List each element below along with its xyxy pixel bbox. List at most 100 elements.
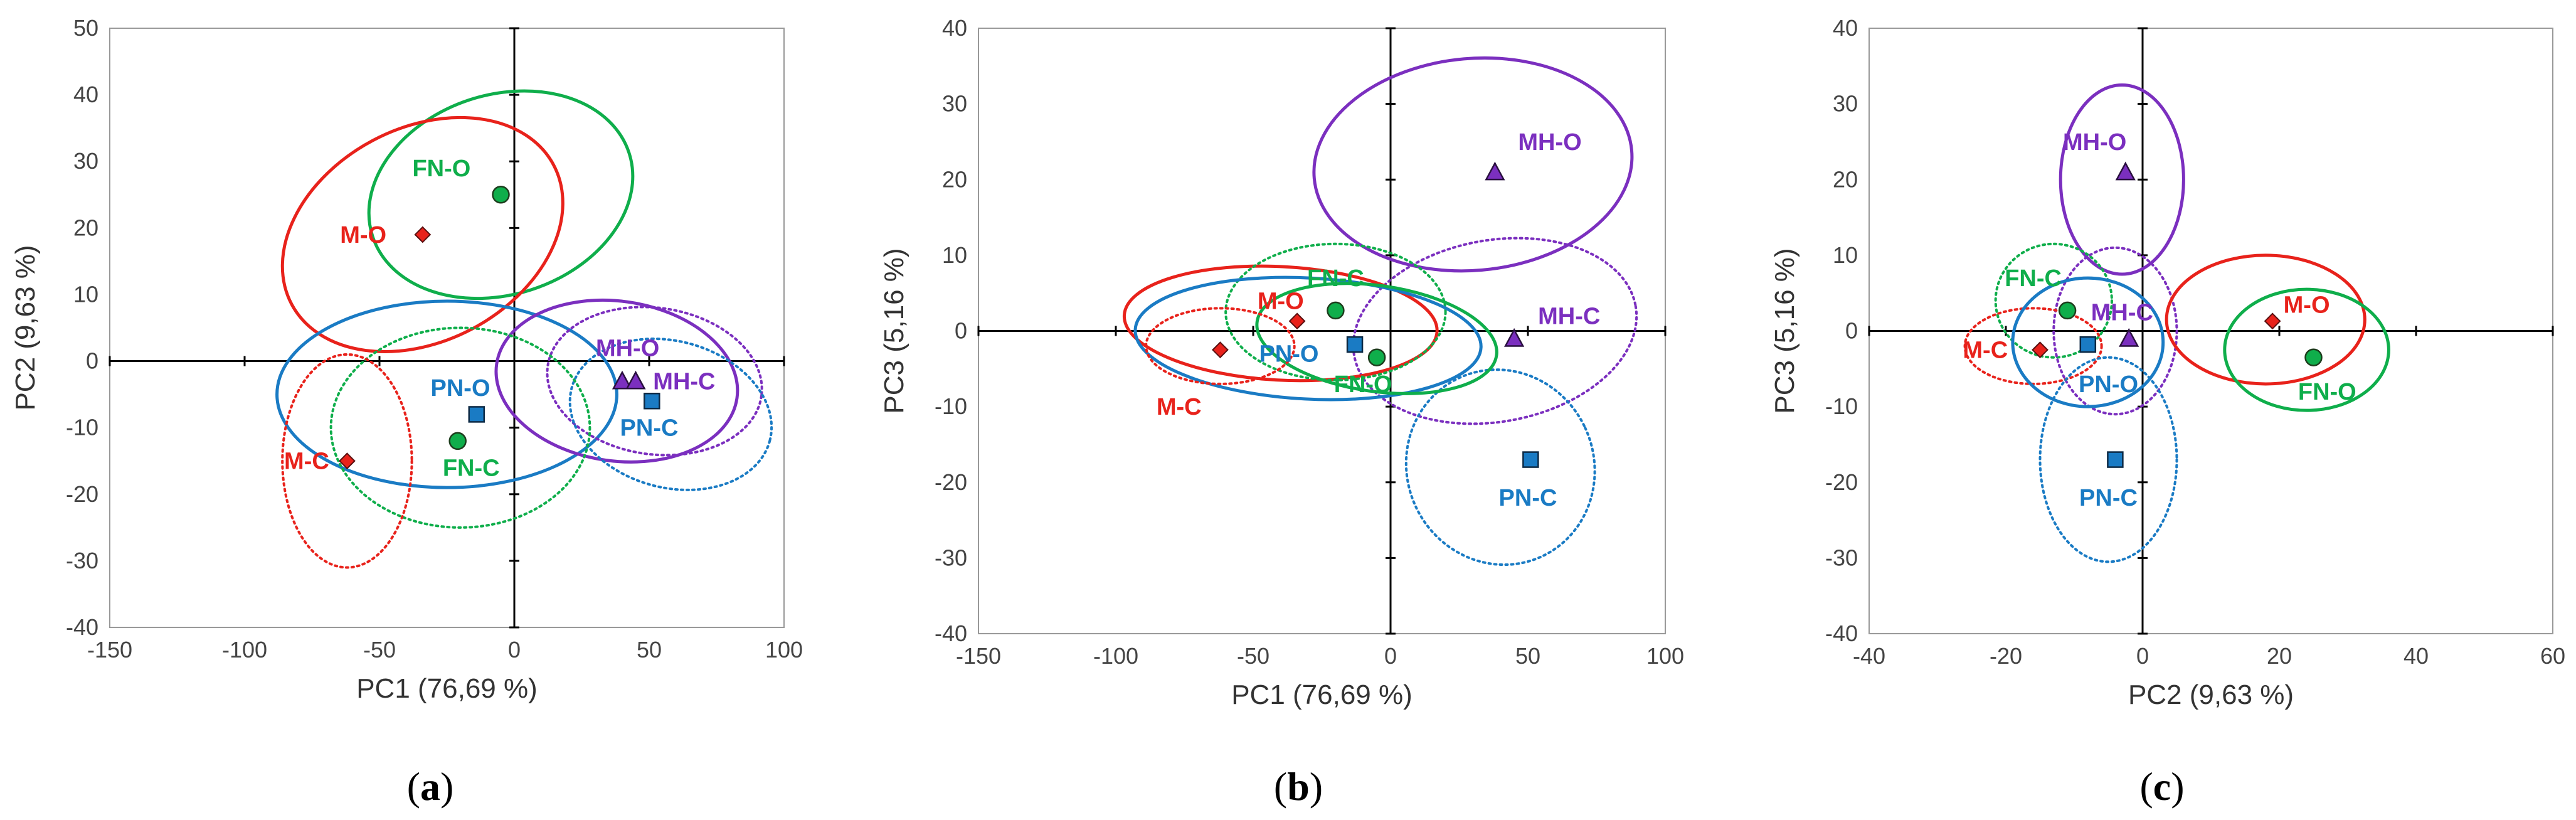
point-label-m-o: M-O <box>1258 288 1304 314</box>
data-point-fn-c <box>448 432 467 450</box>
chart-panel-b: -150 -100 -50 0 50 100-40-30-20-10010203040PC… <box>879 15 1684 710</box>
point-label-mh-o: MH-O <box>1518 129 1581 156</box>
x-tick-label: -50 <box>1237 643 1269 669</box>
data-point-fn-o <box>2304 348 2323 366</box>
confidence-ellipse-m-dotted <box>1145 307 1296 385</box>
confidence-ellipse-mh-dotted <box>546 306 763 457</box>
point-label-pn-o: PN-O <box>431 375 490 402</box>
y-tick-label: 10 <box>942 242 967 268</box>
data-point-mh-o <box>2115 161 2136 181</box>
point-label-mh-c: MH-C <box>653 368 715 395</box>
confidence-ellipse-pn-solid <box>1133 275 1483 402</box>
y-tick-label: 30 <box>73 148 98 174</box>
y-tick-label: -20 <box>935 469 967 495</box>
point-label-mh-o: MH-O <box>2063 129 2126 156</box>
y-tick-label: -30 <box>1825 545 1858 570</box>
point-label-fn-c: FN-C <box>2005 265 2062 292</box>
panel-label-a: (a) <box>407 764 454 809</box>
data-point-fn-o <box>1367 348 1386 366</box>
data-point-fn-c <box>2058 301 2077 320</box>
confidence-ellipse-fn-solid <box>2223 287 2390 412</box>
point-label-pn-c: PN-C <box>1499 485 1557 511</box>
confidence-ellipse-m-solid <box>2165 253 2367 386</box>
x-tick-label: 100 <box>1646 643 1684 669</box>
y-tick-label: 20 <box>73 215 98 240</box>
point-label-mh-o: MH-O <box>596 335 659 361</box>
data-point-pn-c <box>1522 451 1539 468</box>
chart-panel-c: -40 -20 0 20 40 60 -40 -30 -20 -10 0 10 20 30 40 PC2 (9… <box>1769 15 2565 710</box>
y-tick-label: -20 <box>1825 469 1858 495</box>
x-tick-label: -100 <box>222 637 267 663</box>
confidence-ellipse-pn-dotted <box>2038 356 2178 563</box>
x-axis-title: PC1 (76,69 %) <box>356 673 538 704</box>
y-tick-label: 30 <box>1833 91 1858 117</box>
confidence-ellipse-fn-dotted <box>1224 242 1447 381</box>
data-point-mh-c <box>2119 327 2139 347</box>
point-label-mh-c: MH-C <box>2091 299 2153 326</box>
point-label-pn-o: PN-O <box>1259 341 1318 368</box>
confidence-ellipse-fn-solid <box>1255 282 1498 395</box>
x-tick-label: -40 <box>1853 643 1885 669</box>
y-axis-title: PC2 (9,63 %) <box>10 245 41 410</box>
plot-area-frame <box>109 28 785 628</box>
point-label-fn-o: FN-O <box>1334 371 1392 398</box>
data-point-mh-o <box>612 370 633 390</box>
confidence-ellipse-mh-solid <box>2059 83 2185 276</box>
point-label-pn-o: PN-O <box>2079 371 2138 398</box>
confidence-ellipse-m-solid <box>1122 264 1439 383</box>
x-axis-title: PC2 (9,63 %) <box>2128 679 2294 710</box>
data-point-pn-o <box>1346 336 1364 353</box>
data-point-m-c <box>1212 341 1229 359</box>
data-point-m-c <box>2032 341 2049 359</box>
x-tick-label: 0 <box>2136 643 2149 669</box>
data-point-mh-o <box>1485 161 1505 181</box>
data-point-pn-o <box>2079 336 2097 353</box>
confidence-ellipse-m-dotted <box>281 353 413 569</box>
data-point-fn-c <box>1327 301 1345 320</box>
y-tick-label: 10 <box>1833 242 1858 268</box>
x-tick-label: 50 <box>1515 643 1540 669</box>
data-point-m-o <box>414 226 432 243</box>
y-tick-label: 10 <box>73 281 98 307</box>
confidence-ellipse-m-dotted <box>1963 307 2103 385</box>
confidence-ellipse-fn-dotted <box>329 326 591 529</box>
point-label-m-c: M-C <box>284 449 329 475</box>
x-tick-label: -100 <box>1093 643 1138 669</box>
y-tick-label: 30 <box>942 91 967 117</box>
confidence-ellipse-mh-solid <box>494 298 739 464</box>
y-tick-label: 0 <box>1845 318 1858 344</box>
point-label-fn-o: FN-O <box>412 156 470 182</box>
y-tick-label: 20 <box>942 166 967 192</box>
confidence-ellipse-mh-dotted <box>1352 237 1638 425</box>
point-label-mh-c: MH-C <box>1538 303 1600 329</box>
data-point-pn-o <box>468 406 485 423</box>
y-tick-label: -10 <box>935 393 967 419</box>
y-tick-label: 0 <box>86 348 98 374</box>
x-tick-label: -20 <box>1990 643 2022 669</box>
x-tick-label: 40 <box>2404 643 2429 669</box>
confidence-ellipse-pn-solid <box>275 299 618 489</box>
x-tick-label: 0 <box>508 637 521 663</box>
panel-label-b: (b) <box>1274 764 1323 809</box>
x-tick-label: 50 <box>637 637 662 663</box>
x-tick-label: -50 <box>363 637 396 663</box>
y-axis-title: PC3 (5,16 %) <box>879 248 909 413</box>
y-tick-label: 40 <box>1833 15 1858 41</box>
y-axis-title: PC3 (5,16 %) <box>1769 248 1800 413</box>
confidence-ellipse-fn-dotted <box>1994 242 2113 359</box>
point-label-pn-c: PN-C <box>620 415 679 442</box>
data-point-pn-c <box>644 392 660 410</box>
y-tick-label: -10 <box>66 415 98 440</box>
point-label-fn-c: FN-C <box>443 455 500 481</box>
confidence-ellipse-mh-solid <box>1312 56 1634 273</box>
confidence-ellipse-mh-dotted <box>2052 246 2178 416</box>
confidence-ellipse-pn-dotted <box>568 338 773 491</box>
point-label-fn-o: FN-O <box>2298 379 2356 405</box>
y-tick-label: 50 <box>73 15 98 41</box>
data-point-m-o <box>2264 312 2281 330</box>
data-point-pn-c <box>2107 451 2124 468</box>
data-point-m-c <box>338 452 356 470</box>
y-tick-label: -30 <box>66 548 98 573</box>
x-tick-label: -150 <box>956 643 1001 669</box>
